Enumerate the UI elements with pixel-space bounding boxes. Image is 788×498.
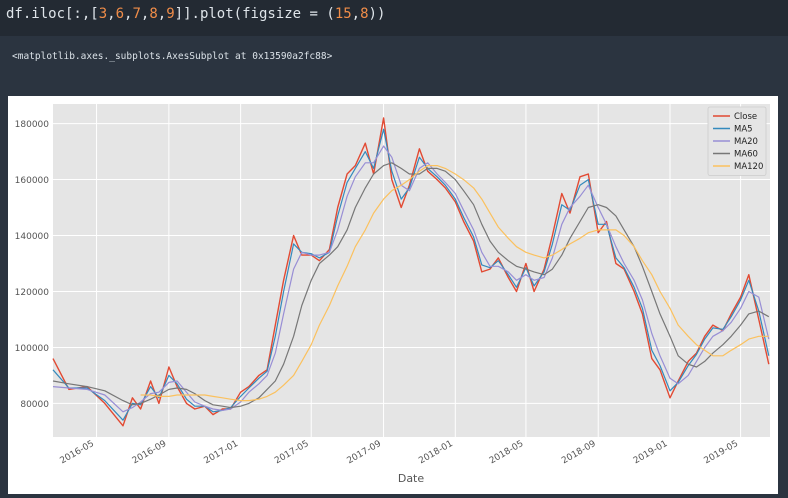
x-tick-label: 2016-09 <box>131 439 169 467</box>
code-number: 8 <box>360 6 369 22</box>
series-line-ma20 <box>52 145 770 413</box>
code-number: 15 <box>334 6 352 22</box>
x-tick-label: 2018-09 <box>560 439 598 467</box>
x-tick-label: 2016-05 <box>58 439 96 466</box>
code-token: )) <box>368 6 386 22</box>
series-lines <box>52 117 770 427</box>
legend-label: Close <box>734 112 757 122</box>
y-tick-label: 160000 <box>15 176 50 186</box>
y-tick-label: 180000 <box>15 120 50 130</box>
code-line[interactable]: df.iloc[:,[3,6,7,8,9]].plot(figsize = (1… <box>6 6 386 22</box>
code-token: ]].plot(figsize = ( <box>174 6 335 22</box>
x-axis-label: Date <box>398 472 425 485</box>
x-tick-label: 2018-05 <box>488 439 526 466</box>
series-line-close <box>52 117 770 427</box>
legend-label: MA5 <box>734 125 753 135</box>
y-tick-label: 120000 <box>15 288 50 298</box>
y-axis: 80000 100000 120000 140000 160000 180000 <box>15 120 50 410</box>
legend-label: MA120 <box>734 162 763 172</box>
legend-label: MA20 <box>734 137 758 147</box>
x-tick-label: 2019-01 <box>632 439 670 466</box>
code-number: 9 <box>166 6 175 22</box>
x-tick-label: 2019-05 <box>703 439 741 466</box>
code-number: 6 <box>115 6 125 22</box>
code-token: df.iloc[:,[ <box>6 6 99 22</box>
legend-box <box>707 106 767 176</box>
figure-output: 80000 100000 120000 140000 160000 180000 2016… <box>8 96 778 494</box>
x-axis: 2016-05 2016-09 2017-01 2017-05 2017-09 2018-… <box>58 439 740 467</box>
y-tick-label: 100000 <box>15 344 50 354</box>
output-repr: <matplotlib.axes._subplots.AxesSubplot a… <box>12 51 333 62</box>
legend: Close MA5 MA20 MA60 MA120 <box>707 106 767 176</box>
x-tick-label: 2017-09 <box>345 439 383 467</box>
code-number: 7 <box>132 6 141 22</box>
y-tick-label: 140000 <box>15 232 50 242</box>
legend-label: MA60 <box>734 150 758 160</box>
plot-area <box>53 104 770 437</box>
line-chart: 80000 100000 120000 140000 160000 180000 2016… <box>15 104 770 485</box>
code-number: 3 <box>98 6 108 22</box>
x-tick-label: 2017-01 <box>203 439 241 466</box>
series-line-ma60 <box>52 162 770 409</box>
y-tick-label: 80000 <box>20 400 49 410</box>
code-cell[interactable]: df.iloc[:,[3,6,7,8,9]].plot(figsize = (1… <box>0 0 788 36</box>
series-line-ma120 <box>140 165 769 402</box>
x-tick-label: 2017-05 <box>273 439 311 466</box>
code-number: 8 <box>149 6 158 22</box>
x-tick-label: 2018-01 <box>417 439 455 466</box>
